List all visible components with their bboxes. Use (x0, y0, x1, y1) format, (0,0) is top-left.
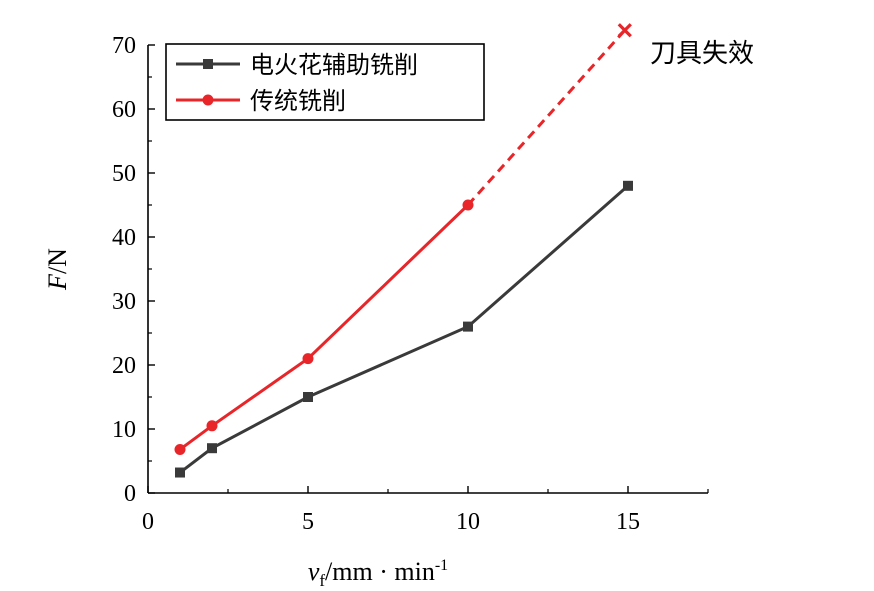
y-tick-label: 30 (112, 289, 136, 315)
y-tick-label: 70 (112, 33, 136, 59)
x-tick-label: 0 (142, 509, 154, 535)
series-extension-dashed (466, 29, 626, 207)
legend-marker (203, 59, 213, 69)
failure-x-marker (617, 23, 632, 38)
x-axis-title: vf/mm · min-1 (308, 557, 448, 590)
series-line (179, 184, 629, 474)
data-point (462, 199, 474, 211)
y-tick-label: 50 (112, 161, 136, 187)
data-point (174, 443, 186, 455)
legend-label: 传统铣削 (250, 87, 346, 115)
legend-marker (202, 94, 214, 106)
annotations: 刀具失效 (650, 39, 754, 69)
y-tick-label: 40 (112, 225, 136, 251)
data-point (206, 420, 218, 432)
y-tick-label: 10 (112, 417, 136, 443)
data-point (623, 180, 633, 191)
legend-label: 电火花辅助铣削 (250, 51, 418, 79)
series-layer (174, 23, 633, 478)
x-tick-label: 5 (302, 509, 314, 535)
series-1 (174, 23, 632, 455)
y-tick-label: 0 (124, 481, 136, 507)
x-marker-stroke (617, 23, 632, 38)
axes: 0 10 20 30 40 50 60 70 0 5 10 15 F/N vf/mm · min-1 (43, 33, 709, 590)
data-point (302, 353, 314, 365)
annotation-tool-failure: 刀具失效 (650, 39, 754, 69)
y-axis-title: F/N (43, 248, 72, 291)
data-point (175, 467, 185, 478)
legend-box (165, 43, 485, 121)
data-point (463, 321, 473, 332)
y-tick-label: 60 (112, 97, 136, 123)
data-point (303, 392, 313, 402)
y-tick-label: 20 (112, 353, 136, 379)
series-line (179, 203, 470, 451)
data-point (207, 443, 217, 454)
series-0 (175, 180, 633, 478)
x-tick-label: 15 (616, 509, 640, 535)
x-tick-label: 10 (456, 509, 480, 535)
